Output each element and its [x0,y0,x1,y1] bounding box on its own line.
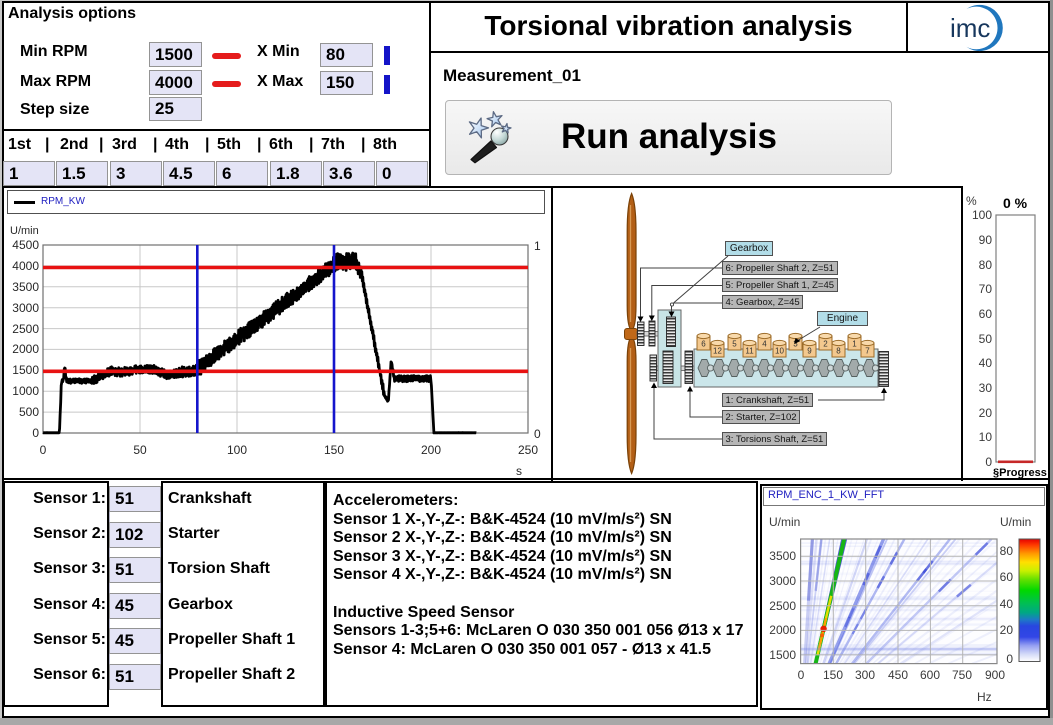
svg-text:12: 12 [713,347,722,356]
svg-text:1: 1 [852,340,857,349]
svg-text:7: 7 [865,347,870,356]
svg-text:2: 2 [823,340,828,349]
svg-text:10: 10 [775,347,784,356]
svg-text:4: 4 [762,340,767,349]
svg-text:9: 9 [807,347,812,356]
svg-text:3: 3 [793,340,798,349]
svg-text:5: 5 [732,340,737,349]
svg-text:6: 6 [701,340,706,349]
svg-text:11: 11 [745,347,754,356]
svg-text:imc: imc [950,13,990,43]
svg-text:8: 8 [836,347,841,356]
